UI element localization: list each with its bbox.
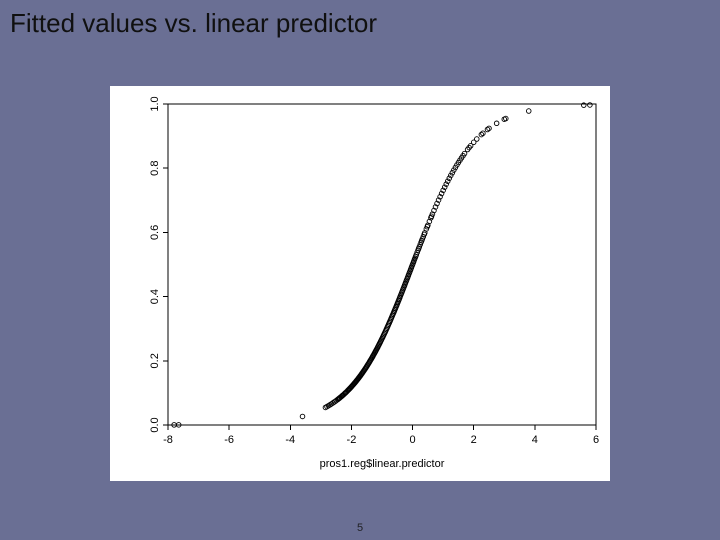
svg-text:-8: -8 [163,434,173,446]
svg-text:2: 2 [471,434,477,446]
svg-text:pros1.reg$linear.predictor: pros1.reg$linear.predictor [320,458,445,470]
svg-text:0.2: 0.2 [149,353,161,368]
scatter-chart: -8 -6 -4 -2 0 2 4 6 0.0 0.2 0.4 0.6 0.8 1.0 pros1.reg$… [110,86,610,481]
svg-text:0.0: 0.0 [149,417,161,432]
svg-text:-2: -2 [347,434,357,446]
svg-text:-6: -6 [224,434,234,446]
svg-text:-4: -4 [285,434,295,446]
page-title: Fitted values vs. linear predictor [10,8,377,39]
svg-text:4: 4 [532,434,538,446]
svg-text:0.6: 0.6 [149,225,161,240]
svg-text:6: 6 [593,434,599,446]
chart-container: -8 -6 -4 -2 0 2 4 6 0.0 0.2 0.4 0.6 0.8 1.0 pros1.reg$… [110,86,610,481]
svg-text:0.8: 0.8 [149,161,161,176]
svg-text:1.0: 1.0 [149,96,161,111]
svg-text:0.4: 0.4 [149,289,161,304]
slide: Fitted values vs. linear predictor -8-6-… [0,0,720,540]
page-number: 5 [357,522,363,534]
svg-text:0: 0 [410,434,416,446]
